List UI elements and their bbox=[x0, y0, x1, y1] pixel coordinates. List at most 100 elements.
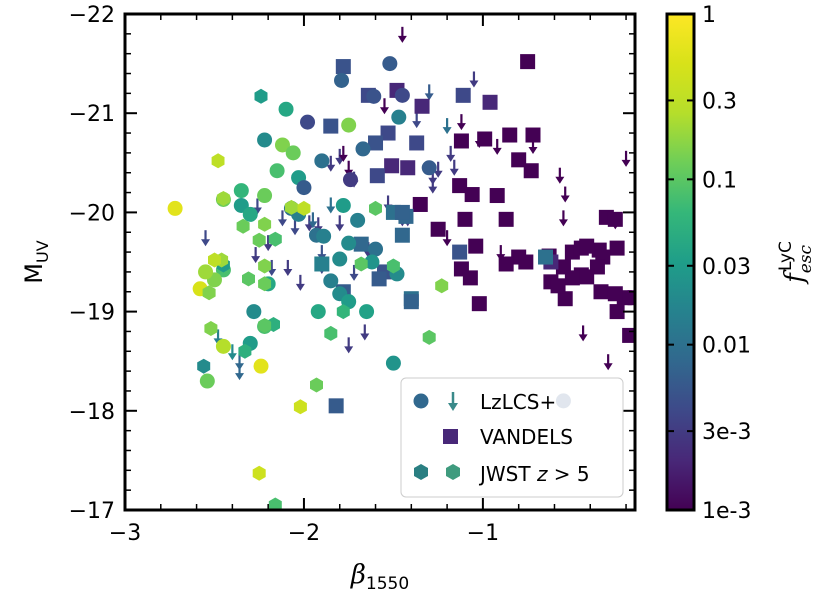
lzlcs-upper-limit-arrow bbox=[360, 324, 370, 341]
vandels-point bbox=[550, 278, 566, 294]
lzlcs-upper-limit-arrow bbox=[446, 145, 456, 162]
jwst-point bbox=[284, 199, 298, 215]
vandels-point bbox=[523, 163, 539, 179]
lzlcs-upper-limit-arrow bbox=[603, 354, 613, 371]
vandels-point bbox=[607, 211, 623, 227]
lzlcs-point bbox=[368, 241, 384, 257]
lzlcs-point bbox=[394, 87, 410, 103]
x-tick-label: −3 bbox=[109, 521, 141, 546]
lzlcs-point bbox=[341, 117, 357, 133]
jwst-point bbox=[252, 465, 266, 481]
vandels-point bbox=[455, 87, 471, 103]
jwst-point bbox=[435, 278, 449, 294]
lzlcs-point bbox=[355, 141, 371, 157]
vandels-point bbox=[609, 240, 625, 256]
lzlcs-upper-limit-arrow bbox=[326, 197, 336, 214]
vandels-point bbox=[482, 94, 498, 110]
vandels-point bbox=[557, 291, 573, 307]
vandels-point bbox=[520, 54, 536, 70]
lzlcs-upper-limit-arrow bbox=[433, 161, 443, 178]
vandels-point bbox=[477, 131, 493, 147]
colorbar-tick-label: 0.01 bbox=[702, 334, 751, 359]
vandels-point bbox=[457, 211, 473, 227]
colorbar-gradient bbox=[665, 12, 696, 512]
jwst-point bbox=[324, 325, 338, 341]
lzlcs-point bbox=[350, 212, 366, 228]
vandels-point bbox=[538, 249, 554, 265]
jwst-point bbox=[202, 285, 216, 301]
jwst-point bbox=[336, 304, 350, 320]
lzlcs-upper-limit-arrow bbox=[449, 159, 459, 176]
lzlcs-point bbox=[391, 109, 407, 125]
lzlcs-upper-limit-arrow bbox=[456, 114, 466, 131]
vandels-point bbox=[394, 204, 410, 220]
colorbar-tick-label: 0.1 bbox=[702, 168, 737, 193]
y-tick-label: −22 bbox=[69, 3, 115, 28]
jwst-point bbox=[258, 318, 272, 333]
lzlcs-point bbox=[246, 304, 262, 320]
lzlcs-upper-limit-arrow bbox=[379, 98, 389, 115]
lzlcs-point bbox=[342, 172, 358, 188]
vandels-point bbox=[579, 269, 595, 285]
vandels-point bbox=[414, 98, 430, 114]
lzlcs-point bbox=[233, 183, 249, 199]
lzlcs-point bbox=[257, 132, 273, 148]
jwst-point bbox=[216, 191, 230, 206]
lzlcs-upper-limit-arrow bbox=[308, 212, 318, 229]
jwst-point bbox=[236, 218, 250, 234]
vandels-point bbox=[471, 296, 487, 312]
vandels-point bbox=[518, 254, 534, 270]
y-tick-label: −17 bbox=[69, 499, 115, 524]
lzlcs-upper-limit-arrow bbox=[397, 26, 407, 43]
vandels-point bbox=[394, 227, 410, 243]
lzlcs-point bbox=[285, 145, 301, 161]
y-tick-label: −20 bbox=[69, 201, 115, 226]
jwst-point bbox=[258, 216, 272, 232]
lzlcs-upper-limit-arrow bbox=[201, 230, 211, 247]
lzlcs-upper-limit-arrow bbox=[349, 264, 359, 281]
vandels-point bbox=[314, 256, 330, 272]
lzlcs-point bbox=[323, 273, 339, 289]
vandels-point bbox=[403, 294, 419, 310]
vandels-point bbox=[384, 158, 400, 174]
legend-square-marker bbox=[443, 429, 458, 444]
lzlcs-upper-limit-arrow bbox=[621, 150, 631, 167]
vandels-point bbox=[430, 221, 446, 237]
lzlcs-upper-limit-arrow bbox=[290, 219, 300, 236]
colorbar-label: fescLyC bbox=[776, 241, 816, 285]
lzlcs-point bbox=[310, 304, 326, 320]
vandels-point bbox=[564, 270, 580, 286]
lzlcs-point bbox=[296, 180, 312, 196]
data-marks bbox=[167, 26, 635, 510]
vandels-point bbox=[609, 304, 625, 320]
legend: LzLCS+ VANDELS JWST z > 5 bbox=[400, 377, 624, 498]
lzlcs-point bbox=[382, 56, 398, 72]
jwst-point bbox=[197, 358, 211, 374]
lzlcs-upper-limit-arrow bbox=[555, 167, 565, 184]
jwst-point bbox=[242, 271, 255, 287]
colorbar-tick-label: 0.03 bbox=[702, 255, 751, 280]
jwst-point bbox=[258, 276, 272, 292]
jwst-point bbox=[268, 497, 282, 510]
jwst-point bbox=[238, 343, 252, 359]
legend-label-jwst: JWST z > 5 bbox=[478, 462, 590, 486]
legend-arrow-marker bbox=[448, 392, 458, 411]
legend-hexagon-marker-2 bbox=[446, 464, 460, 480]
lzlcs-point bbox=[385, 355, 401, 371]
vandels-point bbox=[452, 178, 468, 194]
legend-label-vandels: VANDELS bbox=[480, 425, 573, 449]
y-tick-label: −21 bbox=[69, 102, 115, 127]
vandels-point bbox=[607, 286, 623, 302]
lzlcs-point bbox=[215, 338, 231, 354]
vandels-point bbox=[579, 238, 595, 254]
vandels-point bbox=[525, 127, 541, 143]
jwst-point bbox=[254, 88, 268, 104]
x-axis-label: β1550 bbox=[350, 560, 409, 594]
vandels-point bbox=[468, 238, 484, 254]
vandels-point bbox=[502, 127, 518, 143]
lzlcs-upper-limit-arrow bbox=[335, 215, 345, 232]
axis-ticks: −3 −2 −1 −17 −18 −19 −20 −21 −22 bbox=[69, 3, 635, 546]
colorbar-tick-label: 0.3 bbox=[702, 89, 737, 114]
legend-hexagon-marker-1 bbox=[414, 464, 428, 480]
